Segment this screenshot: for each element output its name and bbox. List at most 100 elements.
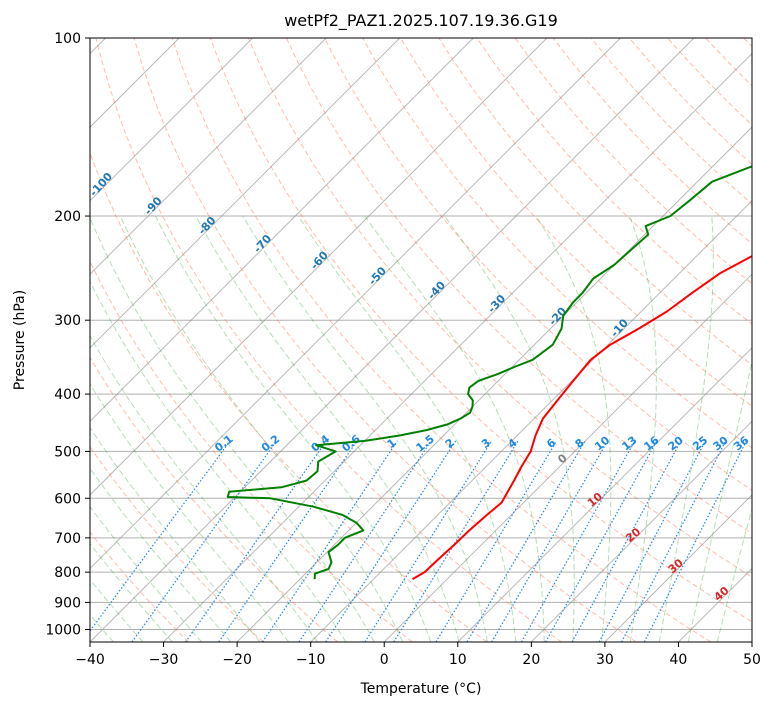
moist-adiabat-line [90,578,144,642]
mixing-ratio-line [643,440,747,642]
mixing-ratio-label: 3 [479,436,493,451]
dry-adiabat-label: -100 [87,170,115,199]
mixing-ratio-line [298,440,432,642]
mixing-ratio-label: 6 [544,436,558,451]
mixing-ratio-line [545,440,658,642]
dry-adiabat-label: -80 [196,214,219,238]
dewpoint-profile-line [226,165,752,580]
moist-adiabat-label: 20 [623,525,643,545]
moist-adiabat-line [90,216,375,642]
moist-adiabat-label: 40 [712,584,732,604]
moist-adiabat-line [90,467,232,642]
x-tick-label: −10 [296,652,326,668]
dry-adiabat-line [438,38,752,366]
mixing-ratio-line [364,440,493,642]
x-tick-label: 0 [380,652,389,668]
mixing-ratio-label: 25 [690,434,710,454]
mixing-ratio-line [571,440,682,642]
mixing-ratio-line [466,440,586,642]
x-tick-label: −40 [75,652,105,668]
isotherm-line [457,347,752,642]
isotherm-line [90,38,327,275]
y-tick-label: 700 [54,531,81,547]
y-tick-label: 600 [54,491,81,507]
mixing-ratio-label: 20 [666,433,686,453]
mixing-ratio-label: 8 [573,436,587,451]
x-tick-label: 10 [449,652,467,668]
dry-adiabat-line [247,38,752,578]
isotherm-line [163,52,752,642]
dry-adiabat-label: -90 [142,194,165,218]
dry-adiabat-line [95,38,562,642]
temperature-profile-line [412,254,752,580]
mixing-ratio-line [598,440,706,642]
x-tick-label: −30 [149,652,179,668]
moist-adiabat-line [90,505,203,642]
isotherm-line [90,38,254,202]
y-tick-label: 900 [54,595,81,611]
dry-adiabat-label: -20 [546,304,569,328]
mixing-ratio-line [185,440,327,642]
moist-adiabat-line [629,215,657,642]
dry-adiabat-line [171,38,712,642]
dry-adiabat-line [476,38,752,325]
isotherm-line [90,38,695,642]
moist-adiabat-line [119,215,404,642]
isotherm-line [90,38,621,570]
mixing-ratio-label: 13 [619,434,639,454]
mixing-ratio-line [262,440,398,642]
dry-adiabat-line [552,38,752,245]
dry-adiabat-label: -30 [485,292,508,316]
dry-adiabat-label: -50 [366,264,389,288]
plot-frame [89,37,753,643]
isotherm-line [90,38,474,423]
x-axis-title: Temperature (°C) [360,681,482,697]
mixing-ratio-label: 30 [711,433,731,453]
isotherm-line [236,126,752,642]
moist-adiabat-label: 30 [666,556,686,576]
isotherm-line [530,420,752,642]
dry-adiabat-line [400,38,752,407]
dry-adiabat-line [90,151,488,642]
mixing-ratio-label: 36 [731,433,751,453]
dry-adiabat-line [133,38,637,642]
dry-adiabat-line [90,531,190,642]
moist-adiabat-line [90,382,290,642]
mixing-ratio-line [393,440,519,642]
dry-adiabat-line [324,38,752,491]
chart-title: wetPf2_PAZ1.2025.107.19.36.G19 [284,11,558,31]
dry-adiabat-line [90,445,264,642]
mixing-ratio-label: 10 [592,433,612,453]
moist-adiabat-label: 10 [585,490,605,510]
y-tick-label: 1000 [45,622,81,638]
mixing-ratio-line [218,440,358,642]
dry-adiabat-label: -60 [308,249,331,273]
moist-adiabat-line [443,215,575,642]
x-tick-label: 30 [596,652,614,668]
mixing-ratio-label: 2 [443,436,457,451]
dry-adiabat-line [90,356,339,642]
y-tick-label: 100 [54,31,81,47]
background-lines [90,38,752,642]
x-tick-label: 20 [522,652,540,668]
y-tick-label: 200 [54,209,81,225]
y-axis-title: Pressure (hPa) [12,290,28,390]
isotherm-line [383,273,752,642]
isotherm-line [678,567,752,642]
isotherm-line [310,199,752,642]
axis-ticks: −40 −30 −20 −10 0 10 20 30 40 50 100 200 300 400 500 60… [45,31,761,668]
mixing-ratio-label: 4 [505,436,519,451]
moist-adiabat-line [297,215,517,642]
moist-adiabat-line [155,215,432,642]
moist-adiabat-line [658,215,714,642]
dry-adiabat-line [628,38,752,165]
moist-adiabat-line [716,507,752,642]
dry-adiabat-line [667,38,752,126]
dry-adiabat-label: -40 [425,278,448,302]
dry-adiabat-line [743,38,752,48]
moist-adiabat-line [90,542,173,642]
mixing-ratio-label: 16 [642,433,662,453]
moist-adiabat-line [687,359,752,642]
x-tick-label: 50 [743,652,761,668]
